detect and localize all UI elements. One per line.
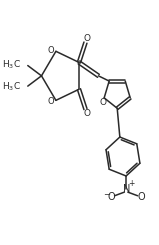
Text: N: N [123,184,131,195]
Text: H$_3$C: H$_3$C [2,81,21,93]
Text: O: O [48,46,54,55]
Text: H$_3$C: H$_3$C [2,59,21,71]
Text: O: O [48,97,54,106]
Text: O: O [107,192,115,202]
Text: O: O [137,192,145,202]
Text: O: O [83,34,90,43]
Text: +: + [128,179,134,188]
Text: O: O [100,98,107,107]
Text: O: O [83,109,90,118]
Text: −: − [103,190,110,199]
